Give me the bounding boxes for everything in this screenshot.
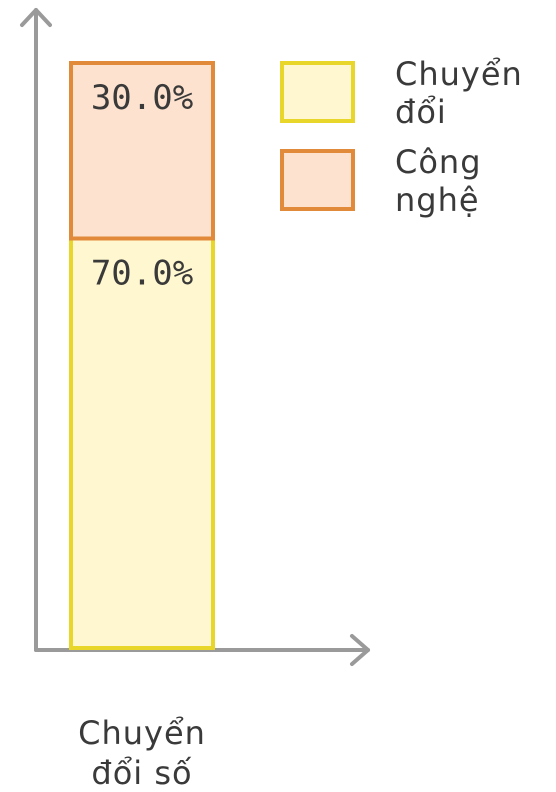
legend-label-2: Công nghệ bbox=[395, 143, 482, 219]
category-labels: Chuyển đổi số bbox=[78, 714, 206, 792]
legend: Chuyển đổi Công nghệ bbox=[280, 55, 523, 219]
legend-swatch-1 bbox=[280, 61, 355, 123]
bar-value-label-1: 70.0% bbox=[91, 254, 193, 294]
segment-value-labels: 70.0% 30.0% bbox=[91, 78, 193, 294]
category-label: Chuyển đổi số bbox=[78, 714, 206, 792]
legend-label-1: Chuyển đổi bbox=[395, 55, 523, 131]
bar-segments bbox=[69, 61, 215, 650]
y-axis-arrowhead bbox=[20, 8, 52, 27]
bar-segment-1 bbox=[69, 236, 215, 650]
bar-value-label-2: 30.0% bbox=[91, 78, 193, 118]
legend-swatch-2 bbox=[280, 149, 355, 211]
x-axis-arrowhead bbox=[350, 634, 370, 666]
bar-segment-2 bbox=[69, 61, 215, 241]
